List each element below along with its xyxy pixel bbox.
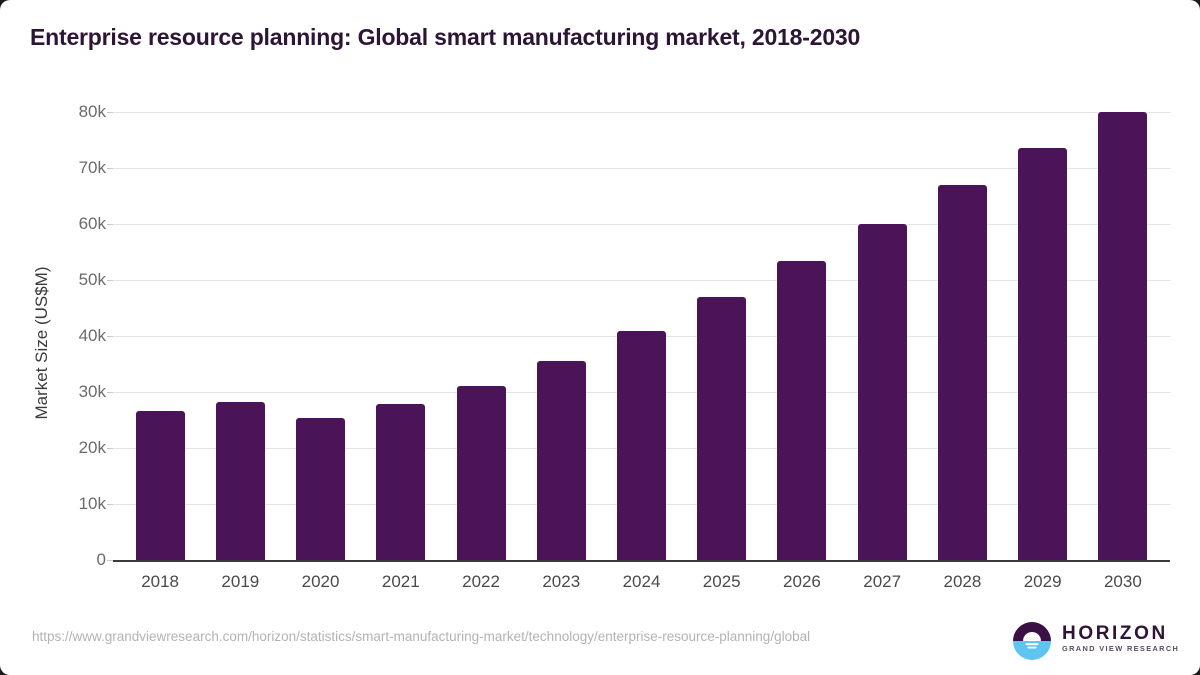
gridline bbox=[113, 167, 1170, 169]
horizon-sun-logo-icon bbox=[1013, 622, 1051, 660]
y-axis-tickmark bbox=[107, 447, 113, 449]
y-axis-tick-label: 80k bbox=[78, 101, 106, 121]
bar-2019[interactable] bbox=[215, 401, 265, 560]
y-axis-tick-label: 50k bbox=[78, 269, 106, 289]
gridline bbox=[113, 223, 1170, 225]
page-title: Enterprise resource planning: Global sma… bbox=[30, 24, 861, 50]
x-axis-tick-label: 2028 bbox=[943, 572, 982, 591]
x-axis-tick-label: 2022 bbox=[462, 572, 500, 591]
x-axis-line bbox=[113, 560, 1170, 562]
bar-2030[interactable] bbox=[1098, 112, 1148, 560]
y-axis-tick-label: 40k bbox=[78, 325, 106, 345]
bar-2020[interactable] bbox=[296, 417, 346, 560]
brand-tagline: GRAND VIEW RESEARCH bbox=[1062, 644, 1180, 653]
bar-2029[interactable] bbox=[1018, 147, 1068, 560]
y-axis-tickmark bbox=[107, 391, 113, 393]
bar-2026[interactable] bbox=[777, 261, 827, 560]
brand-logo[interactable]: HORIZON GRAND VIEW RESEARCH bbox=[1012, 619, 1182, 663]
y-axis-tick-label: 0 bbox=[96, 550, 106, 569]
bar-2023[interactable] bbox=[536, 360, 586, 560]
x-axis-tick-label: 2018 bbox=[141, 572, 180, 591]
x-axis-tick-label: 2026 bbox=[783, 572, 821, 591]
y-axis-tickmark bbox=[107, 223, 113, 225]
x-axis-tick-label: 2027 bbox=[863, 572, 902, 591]
bar-2022[interactable] bbox=[456, 385, 506, 560]
bar-2025[interactable] bbox=[697, 297, 747, 560]
y-axis-tick-label: 10k bbox=[78, 493, 106, 513]
y-axis-tick-label: 70k bbox=[78, 157, 106, 177]
y-axis-tickmark bbox=[107, 167, 113, 169]
brand-name: HORIZON bbox=[1062, 623, 1168, 644]
bar-2018[interactable] bbox=[135, 411, 185, 560]
chart-plot-area: Market Size (US$M) 0 10k 20k 30k 40k 50k 60k 70… bbox=[32, 101, 1170, 591]
bar-2024[interactable] bbox=[617, 331, 666, 560]
y-axis-tick-label: 20k bbox=[78, 437, 106, 457]
x-axis-tick-label: 2025 bbox=[702, 572, 741, 591]
bar-2021[interactable] bbox=[376, 404, 426, 560]
y-axis-tickmark bbox=[107, 111, 113, 113]
brand-logo-text: HORIZON GRAND VIEW RESEARCH bbox=[1062, 624, 1179, 654]
y-axis-tickmark bbox=[107, 503, 113, 505]
bar-2027[interactable] bbox=[857, 223, 907, 560]
gridline bbox=[113, 111, 1170, 113]
x-axis-tick-label: 2020 bbox=[301, 572, 340, 591]
y-axis-tick-label: 60k bbox=[78, 213, 106, 233]
y-axis-tickmark bbox=[107, 335, 113, 337]
x-axis-tick-label: 2021 bbox=[381, 572, 420, 591]
x-axis-tick-label: 2024 bbox=[622, 572, 661, 591]
y-axis-tick-label: 30k bbox=[78, 381, 106, 401]
gridline bbox=[113, 279, 1170, 281]
y-axis-tickmark bbox=[107, 279, 113, 281]
x-axis-tick-label: 2030 bbox=[1103, 572, 1142, 591]
x-axis-tick-label: 2019 bbox=[221, 572, 260, 591]
source-url[interactable]: https://www.grandviewresearch.com/horizo… bbox=[32, 629, 811, 644]
x-axis-tick-label: 2029 bbox=[1023, 572, 1062, 591]
x-axis-tick-label: 2023 bbox=[542, 572, 581, 591]
bar-2028[interactable] bbox=[937, 184, 987, 560]
y-axis-tickmark bbox=[107, 560, 113, 561]
